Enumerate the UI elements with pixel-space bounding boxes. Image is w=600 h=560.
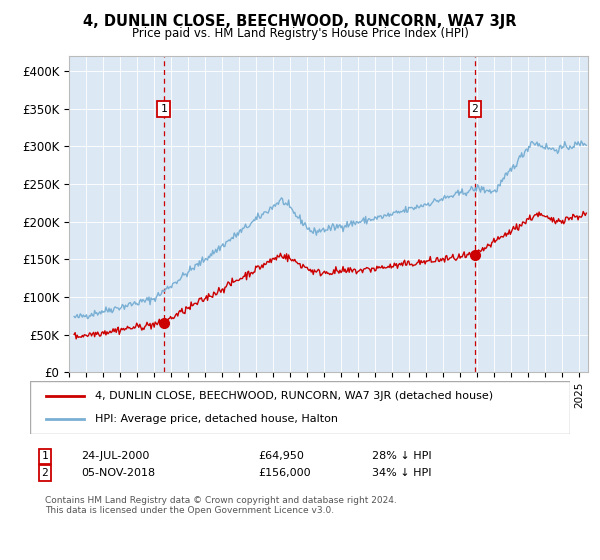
Text: £64,950: £64,950 xyxy=(258,451,304,461)
Text: 05-NOV-2018: 05-NOV-2018 xyxy=(81,468,155,478)
Text: £156,000: £156,000 xyxy=(258,468,311,478)
Text: Price paid vs. HM Land Registry's House Price Index (HPI): Price paid vs. HM Land Registry's House … xyxy=(131,27,469,40)
Text: 1: 1 xyxy=(160,104,167,114)
Text: 24-JUL-2000: 24-JUL-2000 xyxy=(81,451,149,461)
Text: 2: 2 xyxy=(471,104,478,114)
Text: 1: 1 xyxy=(41,451,49,461)
Text: 28% ↓ HPI: 28% ↓ HPI xyxy=(372,451,431,461)
Text: 34% ↓ HPI: 34% ↓ HPI xyxy=(372,468,431,478)
Text: Contains HM Land Registry data © Crown copyright and database right 2024.
This d: Contains HM Land Registry data © Crown c… xyxy=(45,496,397,515)
FancyBboxPatch shape xyxy=(30,381,570,434)
Text: HPI: Average price, detached house, Halton: HPI: Average price, detached house, Halt… xyxy=(95,414,338,424)
Text: 4, DUNLIN CLOSE, BEECHWOOD, RUNCORN, WA7 3JR: 4, DUNLIN CLOSE, BEECHWOOD, RUNCORN, WA7… xyxy=(83,14,517,29)
Text: 2: 2 xyxy=(41,468,49,478)
Text: 4, DUNLIN CLOSE, BEECHWOOD, RUNCORN, WA7 3JR (detached house): 4, DUNLIN CLOSE, BEECHWOOD, RUNCORN, WA7… xyxy=(95,391,493,401)
